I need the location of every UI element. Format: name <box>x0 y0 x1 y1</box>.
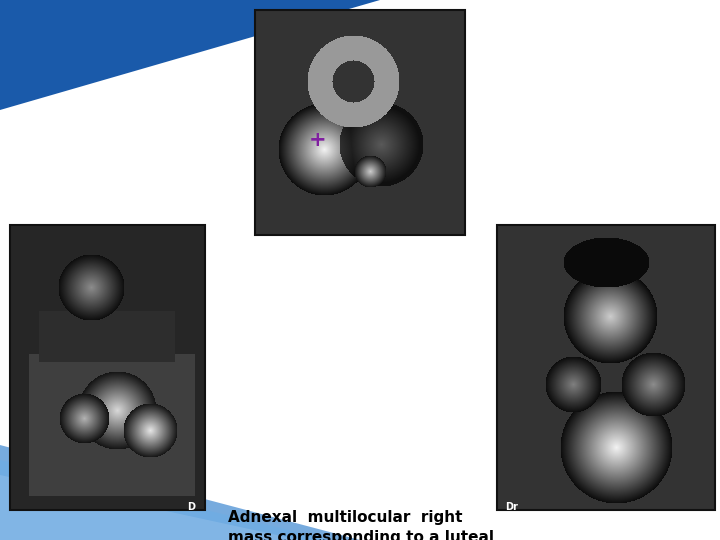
Bar <box>497 225 715 510</box>
Polygon shape <box>0 445 360 540</box>
Polygon shape <box>0 475 300 540</box>
Polygon shape <box>0 460 330 540</box>
Polygon shape <box>0 0 380 110</box>
Text: +: + <box>309 131 327 151</box>
Bar <box>10 225 205 510</box>
Text: Adnexal  multilocular  right
mass corresponding to a luteal
cyst  ⁺  (central  h: Adnexal multilocular right mass correspo… <box>228 510 496 540</box>
Text: D: D <box>187 502 195 512</box>
Text: Dr: Dr <box>505 502 518 512</box>
Bar <box>255 10 465 235</box>
